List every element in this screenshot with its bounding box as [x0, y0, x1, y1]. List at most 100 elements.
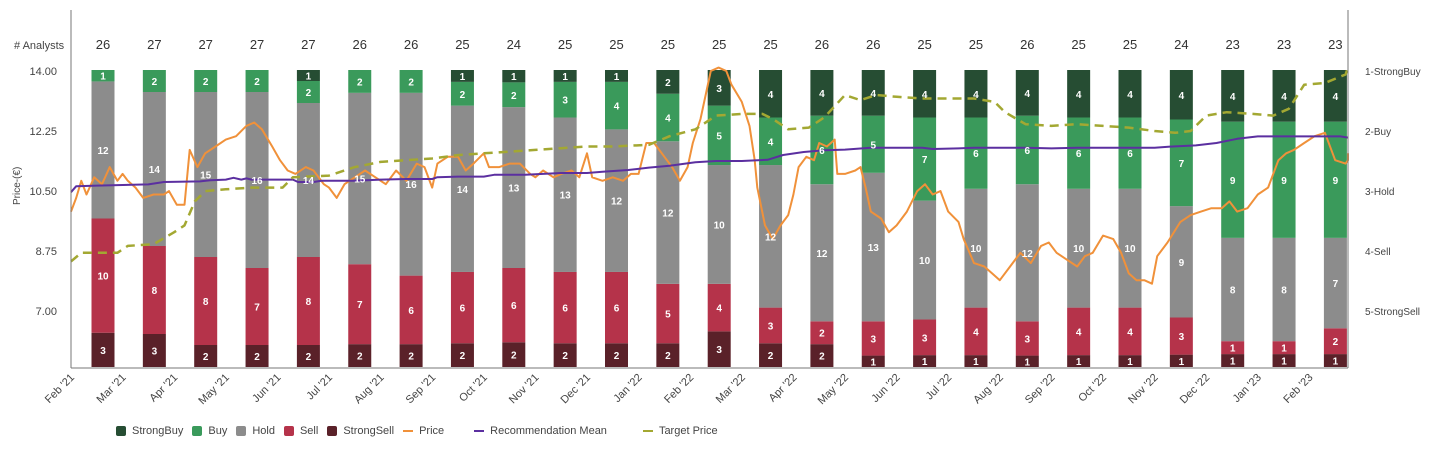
bar-segment-label: 12 — [816, 249, 828, 260]
bar-segment-sell — [656, 283, 680, 344]
bar-segment-label: 3 — [1179, 332, 1185, 343]
bar-segment-strongsell — [348, 344, 372, 367]
bar-segment-label: 1 — [1179, 357, 1185, 368]
bar-segment-label: 2 — [408, 352, 414, 363]
bar-segment-hold — [1015, 184, 1039, 322]
bar-segment-sell — [1015, 321, 1039, 356]
bar-segment-label: 2 — [665, 78, 671, 89]
bar-segment-hold — [91, 81, 115, 219]
legend-label: Buy — [208, 425, 228, 437]
x-tick-label: Oct '22 — [1076, 372, 1109, 405]
bar-segment-label: 7 — [357, 300, 363, 311]
analysts-label: # Analysts — [14, 40, 65, 52]
bar-segment-buy — [194, 70, 218, 92]
bar-segment-label: 4 — [716, 304, 722, 315]
bar-segment-hold — [964, 188, 988, 308]
bar-segment-buy — [913, 117, 937, 201]
bar-segment-strongbuy — [1221, 70, 1245, 122]
legend-item-strongbuy[interactable]: StrongBuy — [116, 425, 183, 437]
bar-segment-label: 2 — [203, 77, 209, 88]
bar-segment-strongbuy — [861, 70, 885, 116]
x-tick-label: Aug '21 — [352, 372, 387, 407]
bar-segment-buy — [707, 105, 731, 166]
analyst-count-label: 26 — [1020, 37, 1034, 52]
bar-segment-strongsell — [810, 344, 834, 367]
bar-segment-buy — [656, 93, 680, 142]
bar-segment-sell — [861, 321, 885, 356]
bar-segment-strongsell — [1118, 355, 1142, 367]
legend-item-hold[interactable]: Hold — [236, 425, 275, 437]
bar-segment-strongsell — [1067, 355, 1091, 367]
bar-segment-label: 4 — [1076, 327, 1082, 338]
bar-segment-label: 4 — [1333, 92, 1339, 103]
bar-segment-label: 2 — [768, 351, 774, 362]
x-tick-label: Apr '21 — [147, 372, 180, 405]
bar-segment-label: 10 — [714, 220, 726, 231]
x-tick-label: Jan '22 — [611, 372, 644, 405]
bar-segment-label: 4 — [973, 327, 979, 338]
legend-item-strongsell[interactable]: StrongSell — [327, 425, 394, 437]
bar-segment-strongbuy — [502, 70, 526, 83]
bar-segment-strongsell — [142, 334, 166, 367]
bar-segment-hold — [1272, 237, 1296, 342]
legend-item-price[interactable]: Price — [403, 425, 444, 437]
bar-segment-label: 4 — [614, 102, 620, 113]
bar-segment-label: 12 — [765, 232, 777, 243]
bar-segment-buy — [605, 81, 628, 130]
bar-segment-strongsell — [296, 345, 320, 367]
analyst-count-label: 25 — [917, 37, 931, 52]
analyst-count-label: 27 — [198, 37, 212, 52]
bar-segment-label: 12 — [97, 146, 109, 157]
bar-segment-hold — [1169, 206, 1193, 318]
bar-segment-strongbuy — [1323, 70, 1347, 122]
bar-segment-hold — [142, 92, 166, 246]
bar-segment-label: 4 — [819, 89, 825, 100]
bar-segment-strongsell — [605, 343, 628, 367]
bar-segment-buy — [296, 81, 320, 103]
bar-segment-sell — [913, 319, 937, 356]
bar-segment-strongbuy — [450, 70, 474, 82]
x-tick-label: Apr '22 — [767, 372, 800, 405]
analyst-count-label: 27 — [147, 37, 161, 52]
x-tick-label: Nov '21 — [507, 372, 542, 407]
legend-item-recommendation-mean[interactable]: Recommendation Mean — [474, 425, 607, 437]
bar-segment-label: 4 — [1179, 91, 1185, 102]
x-tick-label: Dec '22 — [1178, 372, 1213, 407]
y-tick-label-left: 8.75 — [36, 246, 57, 258]
bar-segment-label: 9 — [1179, 258, 1185, 269]
bar-segment-label: 2 — [614, 351, 620, 362]
y-tick-label-left: 14.00 — [29, 66, 57, 78]
legend-item-sell[interactable]: Sell — [283, 425, 318, 437]
x-tick-label: Feb '22 — [662, 372, 696, 406]
x-tick-label: May '22 — [816, 372, 851, 407]
bar-segment-label: 1 — [1281, 357, 1287, 368]
bar-segment-label: 10 — [1124, 244, 1136, 255]
bar-segment-label: 12 — [1022, 249, 1034, 260]
analyst-count-label: 26 — [404, 37, 418, 52]
bar-segment-strongbuy — [913, 70, 937, 118]
bar-segment-hold — [1323, 237, 1347, 329]
bar-segment-label: 7 — [254, 303, 260, 314]
bar-segment-label: 2 — [254, 352, 260, 363]
bar-segment-label: 4 — [870, 89, 876, 100]
bar-segment-label: 10 — [97, 272, 109, 283]
legend-item-target-price[interactable]: Target Price — [642, 425, 718, 437]
legend-item-buy[interactable]: Buy — [192, 425, 227, 437]
x-tick-label: May '21 — [196, 372, 231, 407]
bar-segment-label: 2 — [152, 77, 158, 88]
analyst-count-label: 25 — [763, 37, 777, 52]
bar-segment-label: 10 — [919, 256, 931, 267]
bar-segment-label: 6 — [1025, 146, 1031, 157]
x-tick-label: Sep '21 — [404, 372, 439, 407]
bar-segment-strongsell — [707, 331, 731, 367]
bar-segment-label: 7 — [1333, 279, 1339, 290]
bar-segment-label: 5 — [665, 310, 671, 321]
bar-segment-strongsell — [553, 343, 577, 367]
bar-segment-label: 16 — [251, 176, 263, 187]
bar-segment-strongbuy — [656, 70, 680, 94]
bar-segment-strongsell — [91, 332, 115, 367]
bar-segment-label: 2 — [460, 351, 466, 362]
bar-segment-buy — [245, 70, 269, 92]
bar-segment-label: 6 — [819, 146, 825, 157]
